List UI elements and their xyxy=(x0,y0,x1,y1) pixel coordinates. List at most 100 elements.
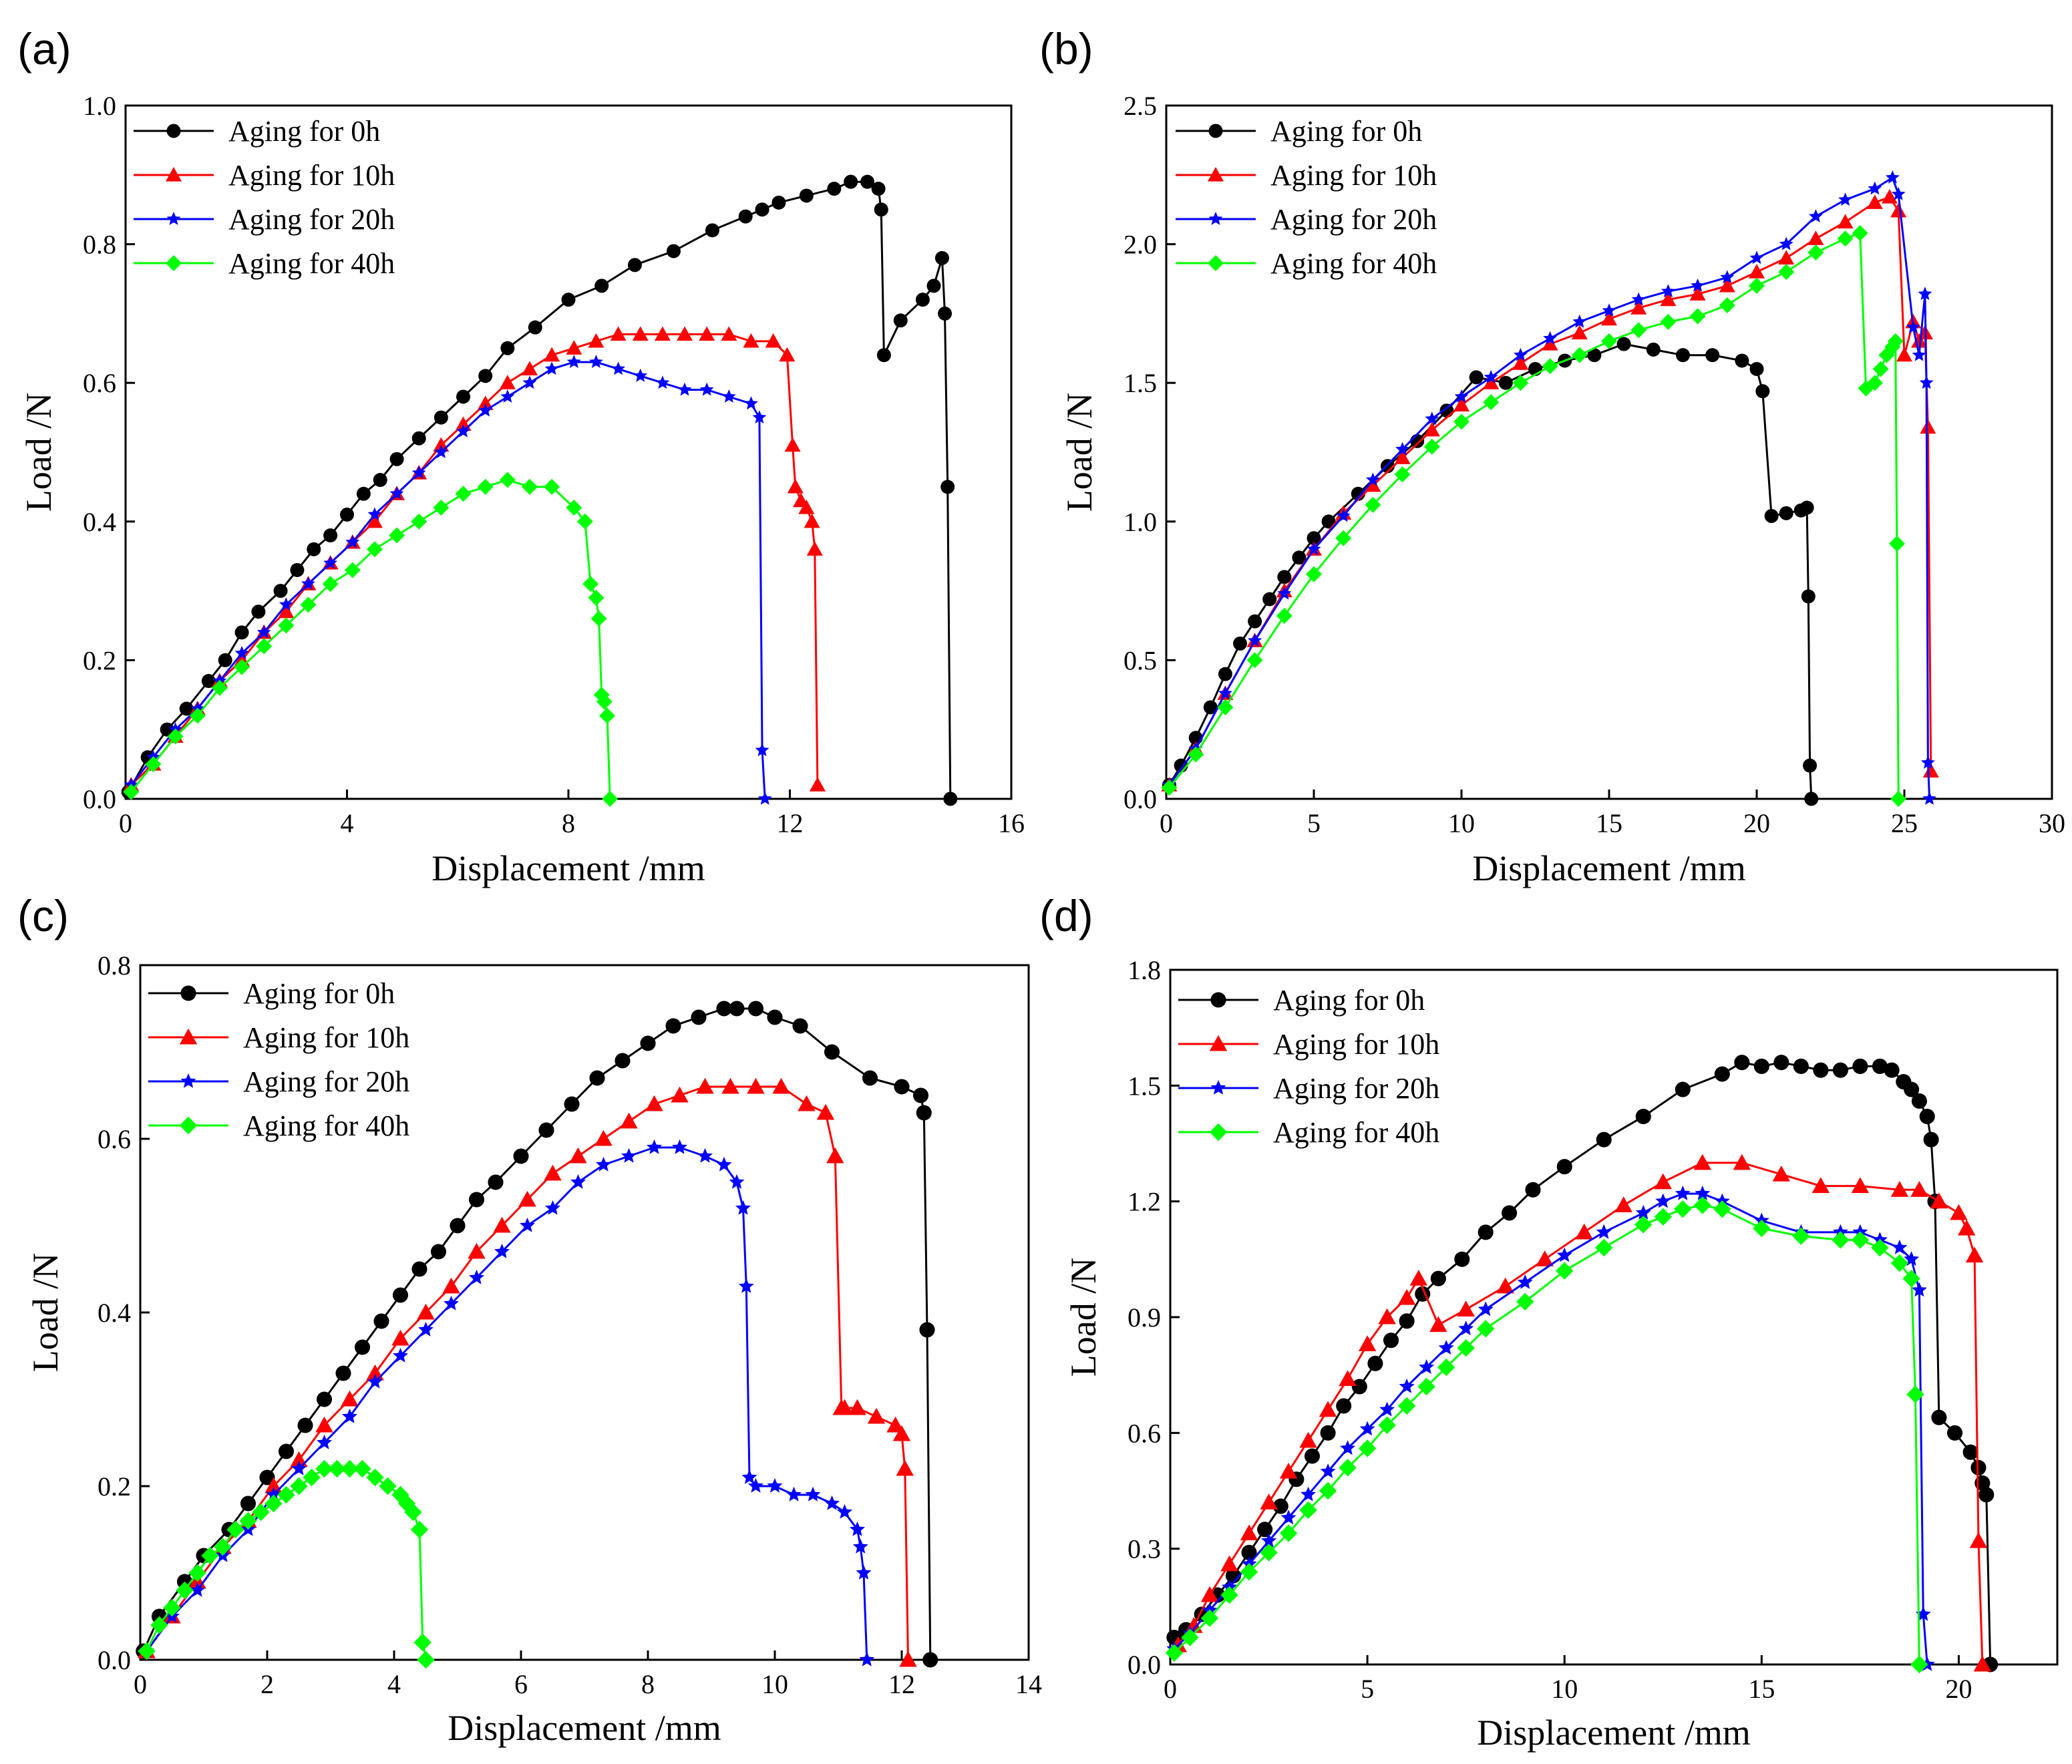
data-point-2 xyxy=(1912,347,1926,361)
legend-d: Aging for 0h Aging for 10h Aging for 20h Ag… xyxy=(1178,984,1439,1149)
y-tick-label: 0.9 xyxy=(1128,1302,1161,1333)
data-point-0 xyxy=(1498,375,1513,390)
data-point-3 xyxy=(590,610,607,627)
data-point-0 xyxy=(1884,1062,1900,1078)
data-point-3 xyxy=(1689,308,1706,325)
data-point-0 xyxy=(373,473,387,488)
data-point-2 xyxy=(1359,1421,1375,1436)
data-point-0 xyxy=(1248,614,1262,629)
data-point-3 xyxy=(1902,1270,1920,1288)
data-point-0 xyxy=(747,1001,764,1017)
data-point-3 xyxy=(1634,1216,1653,1234)
data-point-0 xyxy=(716,1001,732,1017)
x-tick-label: 20 xyxy=(1743,808,1770,838)
data-point-3 xyxy=(1423,438,1440,455)
y-tick-label: 0.5 xyxy=(1124,645,1157,675)
data-point-3 xyxy=(391,1485,409,1504)
data-point-0 xyxy=(218,653,232,667)
data-point-2 xyxy=(1691,278,1705,292)
data-point-2 xyxy=(367,507,382,521)
data-point-3 xyxy=(1871,1238,1889,1257)
data-point-1 xyxy=(1601,311,1617,326)
data-point-0 xyxy=(513,1148,529,1164)
data-point-3 xyxy=(576,513,593,530)
data-point-0 xyxy=(1399,1313,1415,1329)
data-point-1 xyxy=(1240,1524,1258,1541)
y-tick-label: 0.4 xyxy=(83,507,116,537)
data-point-2 xyxy=(1911,1282,1927,1297)
data-point-2 xyxy=(256,625,271,639)
data-point-0 xyxy=(926,279,941,293)
data-point-0 xyxy=(1755,384,1770,399)
data-point-3 xyxy=(1571,347,1588,363)
data-point-0 xyxy=(799,188,814,203)
data-point-2 xyxy=(748,1477,763,1493)
data-point-0 xyxy=(1675,1081,1691,1097)
data-point-1 xyxy=(743,333,759,348)
data-point-1 xyxy=(1542,336,1558,351)
data-point-0 xyxy=(1307,531,1321,546)
data-point-3 xyxy=(566,500,582,516)
data-point-3 xyxy=(1246,652,1263,669)
data-point-0 xyxy=(1257,1522,1273,1538)
legend-marker-1 xyxy=(1209,1035,1228,1051)
data-point-1 xyxy=(1630,300,1647,315)
legend-label-1: Aging for 10h xyxy=(1273,1028,1439,1061)
x-tick-label: 20 xyxy=(1945,1674,1972,1704)
data-point-2 xyxy=(1631,292,1646,306)
data-point-0 xyxy=(594,279,609,293)
data-point-2 xyxy=(1838,192,1853,206)
x-axis-title-c: Displacement /mm xyxy=(448,1708,721,1748)
y-tick-label: 0.2 xyxy=(83,645,116,675)
data-point-3 xyxy=(602,791,619,807)
legend-marker-3 xyxy=(166,255,182,271)
data-point-2 xyxy=(1906,320,1920,334)
y-axis-title-b: Load /N xyxy=(1059,393,1099,512)
data-point-1 xyxy=(699,326,715,341)
data-point-1 xyxy=(645,1095,663,1111)
legend-label-1: Aging for 10h xyxy=(228,159,395,192)
data-point-3 xyxy=(1358,1439,1377,1457)
data-point-1 xyxy=(696,1077,714,1094)
x-tick-label: 5 xyxy=(1307,808,1321,838)
data-point-0 xyxy=(640,1035,656,1051)
data-point-3 xyxy=(1220,1586,1238,1604)
data-point-2 xyxy=(500,389,515,403)
y-tick-label: 1.0 xyxy=(1124,507,1157,537)
data-point-2 xyxy=(1218,686,1232,700)
y-tick-label: 0.8 xyxy=(98,950,131,981)
legend-label-1: Aging for 10h xyxy=(243,1021,409,1054)
data-point-2 xyxy=(234,646,249,659)
data-point-3 xyxy=(1890,791,1907,807)
data-point-1 xyxy=(315,1416,333,1433)
x-tick-label: 8 xyxy=(562,808,575,838)
x-tick-label: 15 xyxy=(1748,1674,1775,1704)
data-point-3 xyxy=(322,576,339,592)
data-point-3 xyxy=(366,541,383,558)
data-point-3 xyxy=(521,478,538,495)
data-point-0 xyxy=(827,182,842,196)
data-point-3 xyxy=(397,1494,416,1513)
data-point-3 xyxy=(278,617,295,634)
data-point-1 xyxy=(677,326,693,341)
data-point-2 xyxy=(291,1460,307,1475)
data-point-3 xyxy=(389,527,405,544)
data-point-0 xyxy=(1735,353,1749,368)
data-point-1 xyxy=(588,333,605,348)
data-point-0 xyxy=(1478,1224,1494,1240)
data-point-3 xyxy=(596,693,613,710)
data-point-0 xyxy=(1676,348,1690,363)
data-point-0 xyxy=(1502,1205,1518,1221)
y-tick-label: 1.8 xyxy=(1128,955,1161,985)
y-tick-label: 0.6 xyxy=(98,1124,131,1154)
data-point-2 xyxy=(1661,284,1675,298)
data-point-2 xyxy=(1543,331,1558,345)
data-point-3 xyxy=(277,1485,295,1504)
data-point-0 xyxy=(456,389,471,404)
x-tick-label: 12 xyxy=(777,808,804,838)
data-point-3 xyxy=(1260,1544,1278,1562)
data-point-3 xyxy=(188,1564,206,1582)
y-tick-label: 0.4 xyxy=(98,1298,131,1328)
data-point-0 xyxy=(354,1339,371,1355)
data-point-2 xyxy=(738,1278,754,1293)
